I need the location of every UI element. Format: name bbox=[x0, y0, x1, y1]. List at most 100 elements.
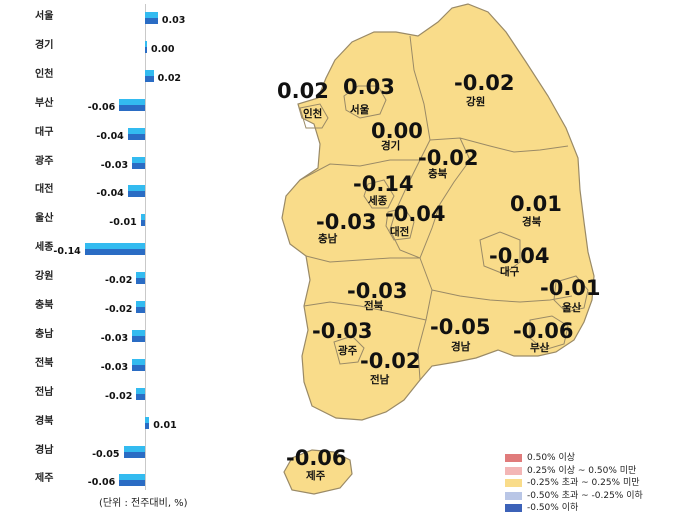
legend-label: -0.50% 초과 ~ -0.25% 이하 bbox=[527, 490, 643, 501]
region-value: -0.06 bbox=[513, 319, 574, 343]
bar-previous-week bbox=[136, 387, 145, 394]
border-chungbuk-west bbox=[389, 159, 421, 259]
border-incheon bbox=[299, 103, 329, 129]
border-gyeonggi-chungnam bbox=[299, 159, 420, 181]
bar-current-week bbox=[132, 364, 145, 371]
region-value: -0.02 bbox=[418, 146, 479, 170]
bar-category-label: 강원 bbox=[35, 271, 54, 283]
bar-current-week bbox=[84, 249, 145, 256]
region-name: 경북 bbox=[522, 216, 542, 228]
region-name: 전북 bbox=[364, 300, 384, 312]
region-value: -0.14 bbox=[353, 172, 414, 196]
bar-value-label: -0.14 bbox=[53, 246, 81, 258]
border-sejong bbox=[363, 179, 395, 209]
legend-label: -0.25% 초과 ~ 0.25% 미만 bbox=[527, 478, 640, 488]
border-busan bbox=[529, 315, 569, 351]
region-name: 인천 bbox=[303, 108, 323, 120]
bar-previous-week bbox=[145, 40, 147, 47]
border-daegu bbox=[479, 231, 521, 275]
region-name: 충북 bbox=[428, 168, 448, 180]
bar-axis bbox=[145, 4, 146, 490]
region-name: 부산 bbox=[530, 342, 550, 354]
region-value: 0.03 bbox=[343, 75, 395, 99]
legend-swatch bbox=[505, 466, 522, 475]
border-ulsan bbox=[553, 275, 589, 313]
bar-value-label: -0.03 bbox=[100, 332, 129, 344]
bar-value-label: -0.06 bbox=[87, 477, 116, 489]
region-name: 경기 bbox=[381, 140, 401, 152]
bar-current-week bbox=[145, 18, 158, 24]
bar-category-label: 전북 bbox=[35, 357, 54, 369]
bar-category-label: 경남 bbox=[35, 444, 54, 456]
mainland bbox=[281, 3, 595, 421]
bar-previous-week bbox=[132, 329, 145, 336]
region-name: 대구 bbox=[500, 266, 520, 278]
region-name: 울산 bbox=[562, 302, 582, 314]
bar-category-label: 세종 bbox=[35, 242, 54, 254]
legend-label: 0.50% 이상 bbox=[527, 453, 576, 463]
bar-current-week bbox=[123, 451, 145, 458]
region-name: 대전 bbox=[390, 226, 410, 238]
jeju-shape bbox=[283, 449, 353, 495]
region-value: -0.04 bbox=[489, 244, 550, 268]
unit-note: (단위 : 전주대비, %) bbox=[99, 498, 188, 509]
bar-previous-week bbox=[145, 416, 150, 423]
bar-current-week bbox=[119, 104, 145, 111]
bar-current-week bbox=[136, 307, 145, 313]
region-value: -0.03 bbox=[312, 319, 373, 343]
bar-category-label: 인천 bbox=[35, 68, 54, 80]
bar-previous-week bbox=[136, 272, 145, 279]
bar-current-week bbox=[145, 46, 147, 53]
legend-label: -0.50% 이하 bbox=[527, 503, 579, 513]
region-name: 전남 bbox=[370, 374, 390, 386]
bar-previous-week bbox=[127, 127, 145, 134]
legend: 0.50% 이상 0.25% 이상 ~ 0.50% 미만 -0.25% 초과 ~ 0… bbox=[505, 452, 695, 516]
bar-value-label: 0.00 bbox=[151, 43, 175, 55]
bar-previous-week bbox=[84, 243, 145, 250]
bar-previous-week bbox=[132, 156, 145, 163]
region-value: -0.01 bbox=[540, 276, 601, 300]
bar-current-week bbox=[145, 75, 154, 82]
bar-current-week bbox=[140, 220, 145, 227]
bar-value-label: 0.03 bbox=[161, 15, 186, 26]
bar-value-label: -0.04 bbox=[96, 188, 124, 200]
bar-previous-week bbox=[145, 12, 158, 18]
bar-category-label: 광주 bbox=[35, 155, 54, 167]
bar-category-label: 제주 bbox=[35, 473, 54, 485]
bar-category-label: 대전 bbox=[35, 184, 54, 196]
region-value: 0.00 bbox=[371, 119, 423, 143]
bar-category-label: 경기 bbox=[35, 39, 54, 51]
region-name: 충남 bbox=[318, 233, 338, 245]
region-name: 제주 bbox=[306, 470, 326, 482]
legend-swatch bbox=[505, 479, 522, 487]
region-value: -0.06 bbox=[286, 446, 347, 470]
border-jeonbuk-jeonnam bbox=[303, 301, 427, 321]
legend-swatch bbox=[505, 491, 522, 500]
bar-category-label: 부산 bbox=[35, 97, 54, 109]
region-name: 강원 bbox=[466, 96, 486, 108]
border-gyeonggi-gangwon bbox=[409, 35, 431, 161]
region-value: -0.03 bbox=[347, 279, 408, 303]
region-value: -0.02 bbox=[454, 71, 515, 95]
bar-value-label: -0.04 bbox=[96, 130, 124, 142]
bar-previous-week bbox=[119, 474, 145, 481]
bar-category-label: 경북 bbox=[35, 415, 54, 427]
bar-category-label: 대구 bbox=[35, 126, 54, 138]
region-name: 세종 bbox=[368, 195, 388, 207]
bar-value-label: -0.05 bbox=[92, 448, 120, 460]
region-value: -0.02 bbox=[360, 349, 421, 373]
bar-current-week bbox=[119, 480, 145, 487]
bar-value-label: -0.01 bbox=[109, 217, 137, 229]
bar-current-week bbox=[132, 162, 145, 169]
bar-previous-week bbox=[140, 214, 145, 221]
bar-previous-week bbox=[119, 98, 145, 105]
legend-swatch bbox=[505, 454, 522, 462]
bar-value-label: -0.06 bbox=[87, 101, 116, 113]
mainland-shape bbox=[281, 3, 595, 421]
border-gangwon-south bbox=[429, 137, 569, 153]
bar-value-label: -0.03 bbox=[100, 361, 129, 373]
legend-swatch bbox=[505, 504, 522, 512]
bar-previous-week bbox=[132, 358, 145, 365]
